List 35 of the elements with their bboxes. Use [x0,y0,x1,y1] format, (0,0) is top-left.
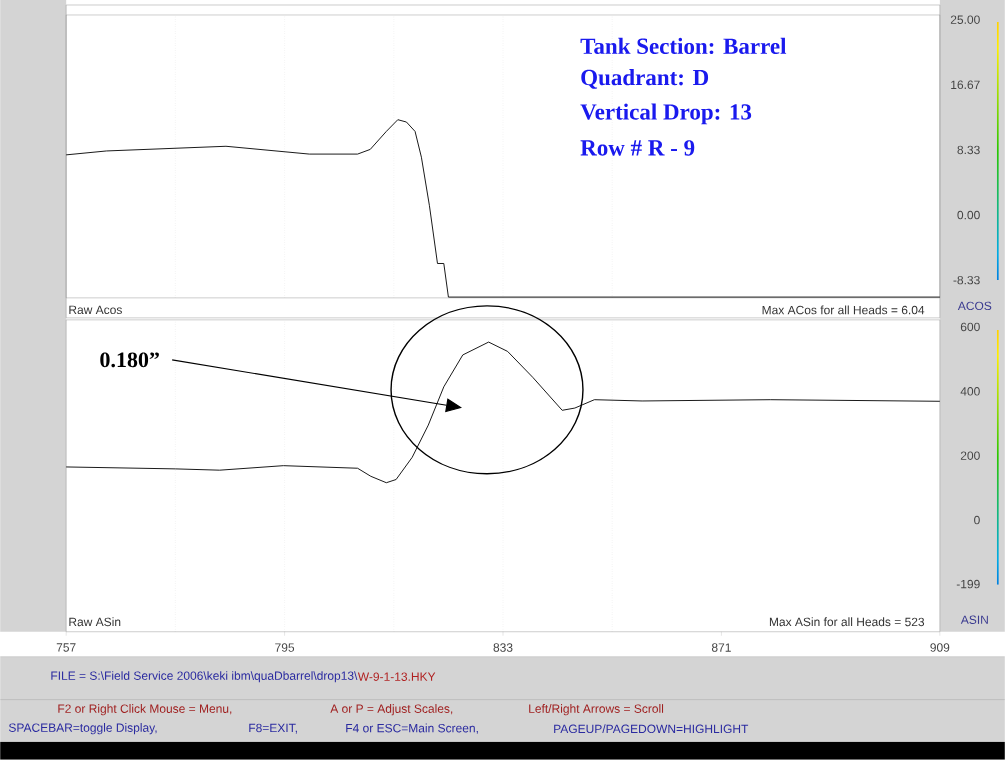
annotation: Row # R - 9 [580,140,695,156]
y-axis-title: ASIN [960,615,988,625]
x-tick-label: 833 [493,643,513,652]
annotation: Raw ASin [69,617,121,627]
annotation: Tank Section: Barrel [580,37,787,55]
text: SPACEBAR=toggle Display, [8,723,157,735]
annotation: Vertical Drop: 13 [580,103,752,125]
x-tick-label: 757 [56,643,76,652]
y-tick-label: 200 [960,451,980,461]
text: FILE = S:\Field Service 2006\keki ibm\quaDbarrel\drop13\ [51,671,358,683]
y-tick-label: 25.00 [950,15,980,25]
annotation: Max ASin for all Heads = 523 [769,617,925,627]
y-tick-label: -199 [956,580,980,589]
y-tick-label: 600 [960,322,980,332]
y-axis-title: ACOS [957,301,992,311]
x-tick-label: 909 [930,643,950,652]
x-tick-label: 795 [275,643,295,652]
text: Max ACos for all Heads = 6.04 [762,305,925,315]
annotation: 0.180” [100,352,159,368]
text: PAGEUP/PAGEDOWN=HIGHLIGHT [554,724,749,734]
y-tick-label: -8.33 [953,276,980,285]
y-tick-label: 8.33 [957,145,980,155]
annotation: Quadrant: D [581,69,709,89]
x-tick-label: 871 [711,643,731,652]
y-tick-label: 0 [974,515,980,525]
text: W-9-1-13.HKY [357,672,436,682]
text: Raw Acos [69,305,122,315]
text: F2 or Right Click Mouse = Menu, [58,704,232,716]
text: F8=EXIT, [249,723,297,734]
y-tick-label: 16.67 [951,80,980,90]
text: F4 or ESC=Main Screen, [346,723,478,734]
text: Left/Right Arrows = Scroll [529,704,664,716]
text: A or P = Adjust Scales, [330,704,453,716]
y-tick-label: 0.00 [957,210,980,220]
y-tick-label: 400 [960,387,980,396]
